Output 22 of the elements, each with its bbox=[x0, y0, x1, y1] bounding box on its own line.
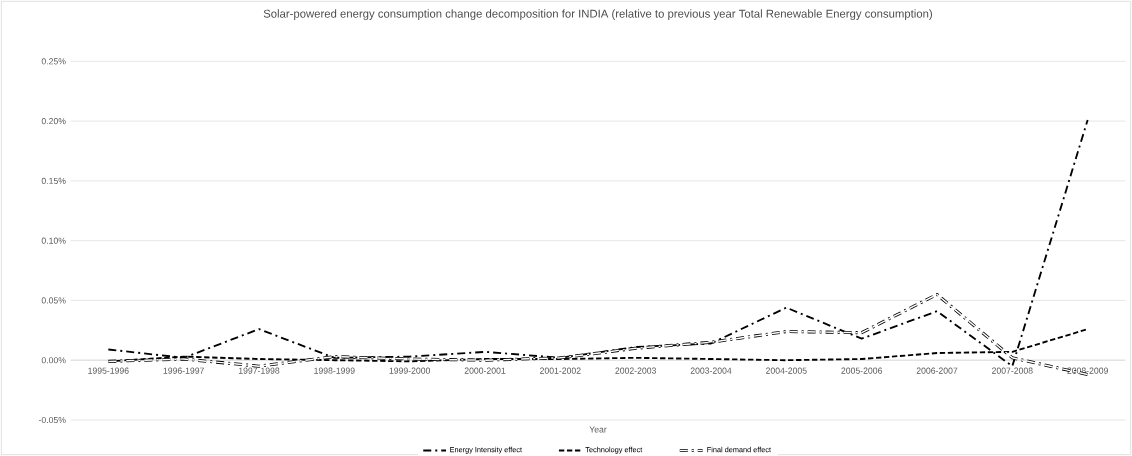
y-tick-label: 0.20% bbox=[41, 118, 66, 125]
x-tick-label: 2000-2001 bbox=[464, 367, 506, 374]
y-tick-label: 0.05% bbox=[41, 297, 66, 304]
x-axis-title: Year bbox=[589, 426, 607, 433]
chart-title: Solar-powered energy consumption change decomposition for INDIA (relative to previous year Total Renewable Energy consumption) bbox=[263, 9, 932, 20]
y-tick-label: -0.05% bbox=[38, 416, 66, 424]
x-tick-label: 1998-1999 bbox=[314, 367, 355, 374]
x-tick-label: 2006-2007 bbox=[916, 367, 958, 374]
x-tick-label: 1999-2000 bbox=[389, 367, 431, 374]
y-tick-label: 0.15% bbox=[41, 177, 66, 184]
x-tick-label: 2004-2005 bbox=[766, 367, 807, 374]
y-tick-label: 0.00% bbox=[41, 357, 66, 364]
x-tick-label: 2002-2003 bbox=[615, 367, 656, 374]
y-tick-label: 0.25% bbox=[41, 58, 66, 65]
x-tick-label: 1995-1996 bbox=[88, 367, 129, 374]
x-tick-label: 2005-2006 bbox=[841, 367, 882, 374]
x-tick-label: 2003-2004 bbox=[690, 367, 732, 374]
x-tick-label: 1996-1997 bbox=[163, 367, 204, 374]
x-tick-label: 1997-1998 bbox=[238, 367, 280, 374]
y-tick-label: 0.10% bbox=[41, 237, 66, 244]
x-tick-label: 2001-2002 bbox=[540, 367, 581, 374]
x-tick-label: 2007-2008 bbox=[992, 367, 1033, 374]
